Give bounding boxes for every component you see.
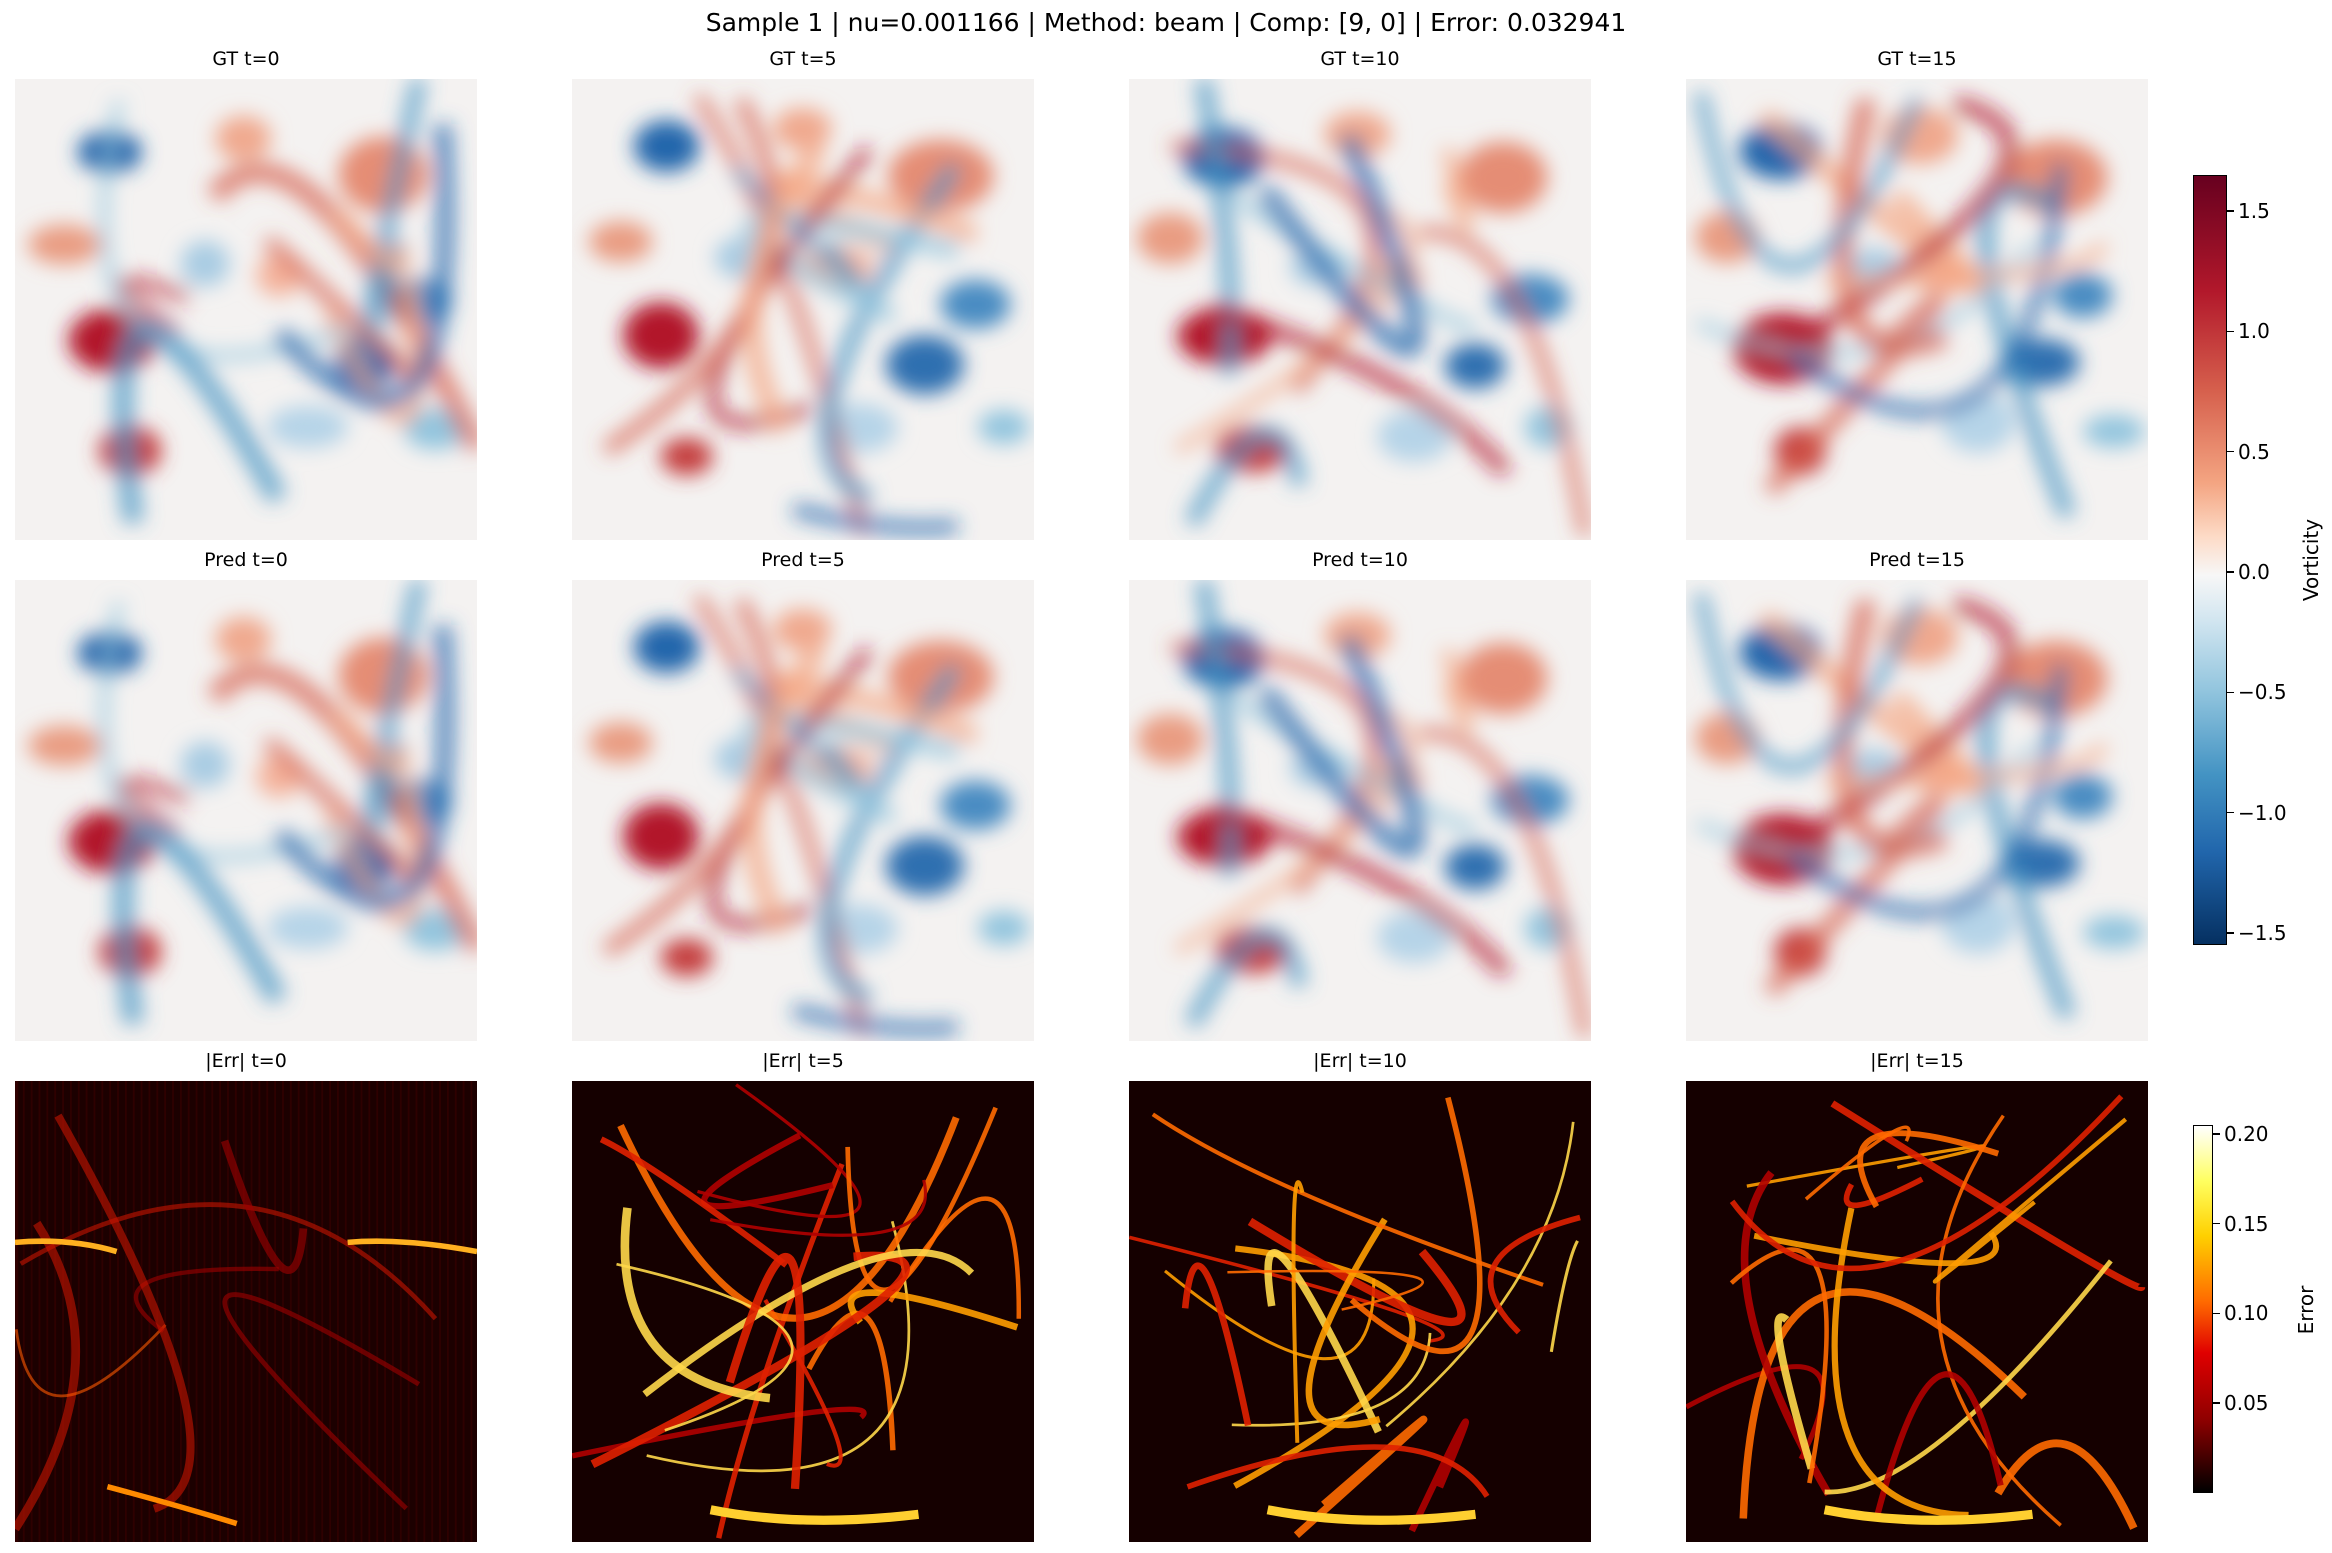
err-ticks-label-1: 0.15 <box>2224 1211 2269 1236</box>
vorticity-heatmap-r1-c2 <box>1129 580 1591 1041</box>
vort-ticks-mark-3 <box>2227 571 2234 573</box>
err-ticks-mark-0 <box>2213 1133 2220 1135</box>
panel-title-r1-c0: Pred t=0 <box>204 549 288 571</box>
vorticity-heatmap-r0-c2 <box>1129 79 1591 540</box>
vort-ticks-label-1: 1.0 <box>2238 319 2270 344</box>
panel-title-r0-c2: GT t=10 <box>1320 48 1400 70</box>
vorticity-colorbar-label: Vorticity <box>2299 518 2323 602</box>
panel-title-r0-c3: GT t=15 <box>1877 48 1957 70</box>
vort-ticks-mark-1 <box>2227 330 2234 333</box>
vort-ticks-label-6: −1.5 <box>2238 920 2287 945</box>
err-ticks-mark-3 <box>2213 1402 2220 1404</box>
err-ticks-mark-1 <box>2213 1222 2220 1225</box>
vorticity-heatmap-r1-c1 <box>572 580 1034 1041</box>
vort-ticks-mark-0 <box>2227 210 2234 212</box>
vort-ticks-label-5: −1.0 <box>2238 800 2287 825</box>
panel-title-r1-c2: Pred t=10 <box>1312 549 1408 571</box>
vort-ticks-label-2: 0.5 <box>2238 439 2270 464</box>
vort-ticks-label-4: −0.5 <box>2238 680 2287 705</box>
panel-title-r1-c3: Pred t=15 <box>1869 549 1965 571</box>
vorticity-heatmap-r0-c1 <box>572 79 1034 540</box>
error-colorbar-label: Error <box>2294 1285 2318 1335</box>
panel-title-r1-c1: Pred t=5 <box>761 549 845 571</box>
vorticity-colorbar <box>2193 175 2227 945</box>
panel-title-r2-c1: |Err| t=5 <box>762 1050 844 1072</box>
error-colorbar <box>2193 1125 2213 1493</box>
vorticity-heatmap-r0-c3 <box>1686 79 2148 540</box>
err-ticks-label-0: 0.20 <box>2224 1121 2269 1146</box>
err-ticks-label-3: 0.05 <box>2224 1391 2269 1416</box>
vort-ticks-mark-2 <box>2227 450 2234 453</box>
error-heatmap-r2-c3 <box>1686 1081 2148 1542</box>
vorticity-heatmap-r1-c3 <box>1686 580 2148 1041</box>
panel-title-r2-c3: |Err| t=15 <box>1870 1050 1964 1072</box>
err-ticks-mark-2 <box>2213 1312 2220 1315</box>
error-heatmap-r2-c2 <box>1129 1081 1591 1542</box>
vort-ticks-label-0: 1.5 <box>2238 199 2270 224</box>
figure-title: Sample 1 | nu=0.001166 | Method: beam | … <box>705 8 1627 37</box>
panel-title-r2-c0: |Err| t=0 <box>205 1050 287 1072</box>
panel-title-r0-c1: GT t=5 <box>769 48 837 70</box>
vorticity-heatmap-r0-c0 <box>15 79 477 540</box>
vort-ticks-mark-5 <box>2227 811 2234 814</box>
err-ticks-label-2: 0.10 <box>2224 1301 2269 1326</box>
vort-ticks-mark-4 <box>2227 691 2234 694</box>
error-heatmap-r2-c0 <box>15 1081 477 1542</box>
vorticity-heatmap-r1-c0 <box>15 580 477 1041</box>
vort-ticks-mark-6 <box>2227 932 2234 934</box>
vort-ticks-label-3: 0.0 <box>2238 560 2270 585</box>
error-heatmap-r2-c1 <box>572 1081 1034 1542</box>
panel-title-r0-c0: GT t=0 <box>212 48 280 70</box>
panel-title-r2-c2: |Err| t=10 <box>1313 1050 1407 1072</box>
